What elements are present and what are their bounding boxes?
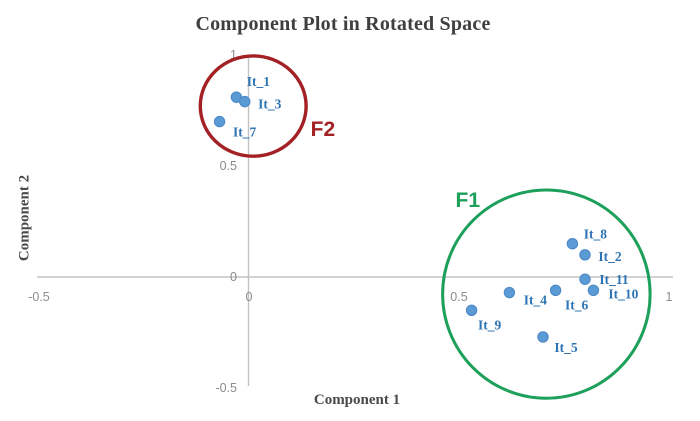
x-tick-label: 0.5 bbox=[450, 290, 467, 304]
data-point-label: It_1 bbox=[247, 74, 270, 89]
data-point-label: It_10 bbox=[608, 286, 638, 301]
data-point bbox=[537, 331, 549, 343]
data-point bbox=[213, 115, 226, 128]
y-tick-label: 1 bbox=[230, 48, 237, 62]
data-point-label: It_2 bbox=[598, 249, 621, 264]
data-point-label: It_6 bbox=[565, 297, 588, 312]
data-point-label: It_11 bbox=[599, 272, 629, 287]
cluster-circle bbox=[441, 188, 652, 400]
x-tick-label: 0 bbox=[246, 290, 253, 304]
data-point bbox=[239, 95, 251, 108]
data-point-label: It_9 bbox=[478, 317, 501, 332]
data-point bbox=[566, 238, 579, 250]
y-tick-label: 0.5 bbox=[220, 159, 237, 173]
x-tick-label: -0.5 bbox=[28, 290, 50, 304]
cluster-label: F2 bbox=[311, 118, 336, 141]
x-axis-title: Component 1 bbox=[313, 392, 401, 408]
data-point bbox=[549, 284, 562, 297]
y-tick-label: 0 bbox=[230, 270, 237, 284]
data-point bbox=[579, 273, 591, 285]
chart-title: Component Plot in Rotated Space bbox=[195, 13, 491, 35]
data-point-label: It_5 bbox=[554, 340, 577, 355]
data-point bbox=[503, 286, 516, 299]
data-point-label: It_8 bbox=[584, 227, 607, 242]
data-point bbox=[587, 284, 600, 297]
data-point-label: It_4 bbox=[524, 293, 547, 308]
data-point-label: It_3 bbox=[258, 97, 281, 112]
data-point-label: It_7 bbox=[233, 125, 256, 140]
cluster-circle bbox=[198, 54, 308, 158]
x-tick-label: 1 bbox=[666, 290, 673, 304]
data-point bbox=[465, 304, 478, 316]
data-point bbox=[579, 249, 591, 261]
y-tick-label: -0.5 bbox=[215, 381, 237, 395]
cluster-label: F1 bbox=[456, 189, 481, 212]
